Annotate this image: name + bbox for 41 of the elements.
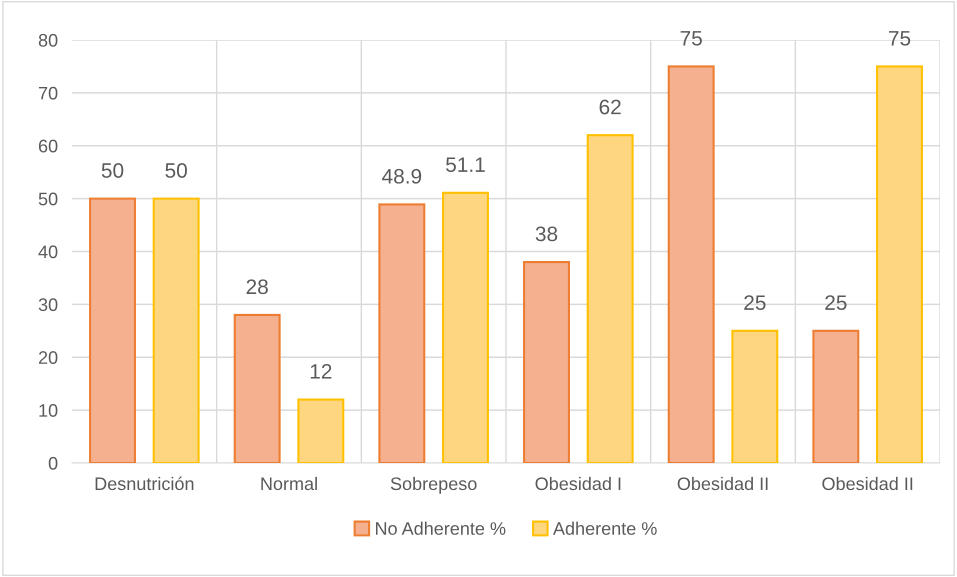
y-tick-label: 20 xyxy=(38,351,58,364)
data-label: 62 xyxy=(600,100,621,114)
x-tick-label: Obesidad II xyxy=(822,476,912,490)
x-tick-label: Obesidad II xyxy=(678,476,768,490)
y-tick-label: 40 xyxy=(38,245,58,258)
x-tick-label: Obesidad I xyxy=(536,476,620,490)
bar xyxy=(442,192,489,463)
y-tick-label: 30 xyxy=(38,298,58,312)
x-tick-label: Normal xyxy=(261,476,317,490)
data-label: 50 xyxy=(102,163,124,178)
data-label: 25 xyxy=(744,295,766,310)
bar xyxy=(523,261,570,463)
x-tick-label: Sobrepeso xyxy=(390,476,477,494)
y-tick-label: 70 xyxy=(38,86,58,100)
bar xyxy=(234,314,281,463)
data-label: 48.9 xyxy=(382,168,422,184)
data-label: 75 xyxy=(888,31,910,46)
bar xyxy=(297,398,344,463)
y-tick-label: 10 xyxy=(39,404,58,417)
bar xyxy=(668,65,715,463)
bar xyxy=(152,198,200,463)
bar xyxy=(378,203,426,463)
x-tick-label: Desnutrición xyxy=(96,476,194,490)
y-tick-label: 80 xyxy=(38,34,58,47)
legend-label: Adherente % xyxy=(552,522,657,535)
y-tick-label: 50 xyxy=(38,192,58,206)
data-label: 51.1 xyxy=(446,157,485,172)
data-label: 50 xyxy=(165,163,187,178)
bar xyxy=(812,330,860,463)
data-label: 28 xyxy=(246,279,268,294)
bar xyxy=(876,65,923,463)
legend-label: No Adherente % xyxy=(376,522,506,535)
data-label: 75 xyxy=(680,31,702,46)
y-tick-label: 60 xyxy=(38,140,58,152)
data-label: 25 xyxy=(825,295,847,310)
bar xyxy=(89,198,136,463)
y-tick-label: 0 xyxy=(48,456,58,470)
bar xyxy=(731,330,778,463)
data-label: 12 xyxy=(310,364,332,379)
bar xyxy=(586,134,634,463)
data-label: 38 xyxy=(536,226,558,242)
